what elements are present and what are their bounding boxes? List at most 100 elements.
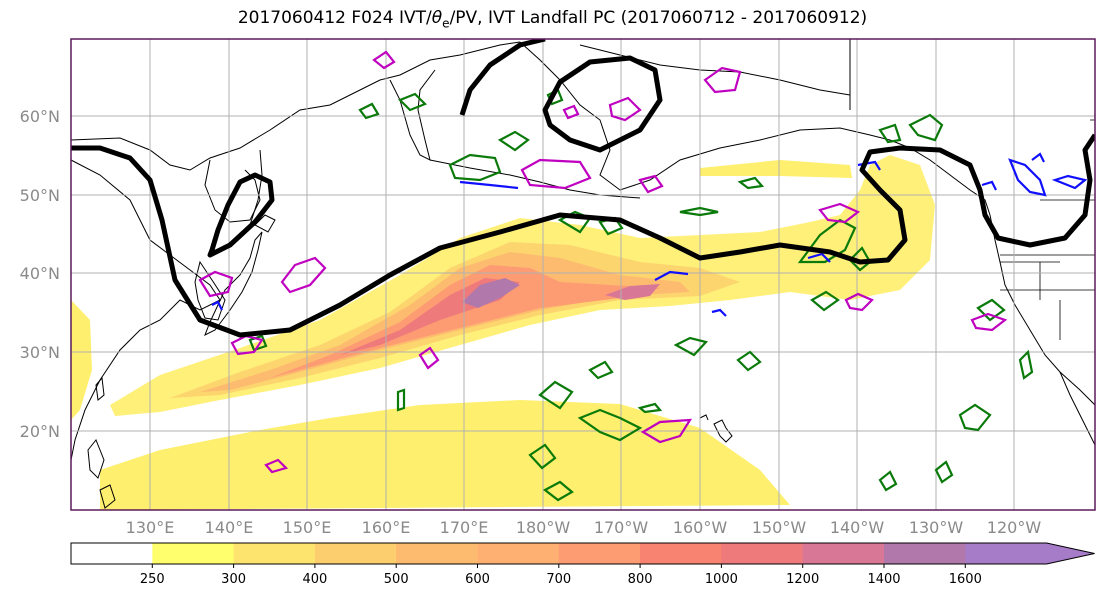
pv-contours — [71, 39, 1095, 338]
lon-label-160w: 160°W — [673, 518, 728, 537]
lat-label-50: 50°N — [20, 186, 60, 205]
ivt-fill-north-patch — [700, 160, 852, 178]
colorbar-segment — [314, 543, 397, 564]
colorbar-segment — [558, 543, 641, 564]
pc-contour-magenta — [520, 158, 592, 190]
theta-e-contour — [673, 336, 709, 357]
coast-japan-hokkaido — [254, 214, 276, 233]
theta-e-contour — [637, 402, 663, 414]
theta-e-contour — [396, 388, 406, 412]
theta-e-contour — [542, 480, 574, 502]
pc-contour-magenta — [638, 174, 664, 194]
pc-contour-magenta — [608, 96, 642, 122]
colorbar-segment — [640, 543, 722, 564]
pc-contour-blue — [711, 308, 727, 317]
colorbar-segments — [70, 542, 1095, 565]
coast-baja — [1059, 371, 1095, 446]
theta-e-contour — [976, 298, 1006, 322]
lat-labels: 60°N 50°N 40°N 30°N 20°N — [20, 107, 60, 441]
pc-contour-magenta — [970, 312, 1008, 332]
theta-e-contour — [1018, 349, 1034, 380]
lon-label-160e: 160°E — [362, 518, 411, 537]
theta-e-contour — [797, 218, 857, 264]
theta-e-contour — [497, 130, 530, 152]
colorbar-tick-label: 500 — [384, 572, 409, 587]
theta-e-contour — [679, 206, 719, 217]
lon-label-170w: 170°W — [594, 518, 649, 537]
colorbar-tick-label: 700 — [546, 572, 571, 587]
theta-e-contour — [358, 102, 380, 120]
colorbar-tick-label: 250 — [140, 572, 165, 587]
ivt-fill-west-patch — [71, 300, 92, 420]
lon-label-150e: 150°E — [283, 518, 332, 537]
colorbar-segment — [233, 543, 316, 564]
pc-positive-contours — [198, 50, 1008, 474]
pc-contour-magenta — [562, 104, 580, 120]
coast-hawaii — [699, 414, 733, 443]
colorbar-segment — [152, 543, 235, 564]
colorbar-tick-label: 1600 — [949, 572, 982, 587]
theta-e-contour — [248, 334, 268, 352]
pc-contour-magenta — [640, 418, 693, 444]
lat-label-30: 30°N — [20, 343, 60, 362]
pc-contour-magenta — [844, 292, 874, 312]
lat-label-40: 40°N — [20, 264, 60, 283]
lon-label-130w: 130°W — [909, 518, 964, 537]
pc-contour-magenta — [198, 270, 234, 298]
colorbar-segment — [721, 543, 804, 564]
lon-label-150w: 150°W — [752, 518, 807, 537]
pc-contour-blue — [981, 180, 997, 191]
pc-contour-magenta — [372, 50, 396, 70]
colorbar-tick-label: 800 — [628, 572, 653, 587]
colorbar-segment-extend — [965, 543, 1095, 564]
pc-contour-magenta — [703, 66, 742, 94]
pc-negative-contours — [211, 152, 1088, 317]
coast-japan — [204, 231, 263, 337]
ivt-fill — [71, 155, 935, 510]
pc-contour-magenta — [280, 256, 327, 294]
theta-e-contour — [528, 443, 557, 470]
pc-contour-magenta — [818, 202, 861, 224]
theta-e-contour — [577, 408, 643, 442]
pc-contour-magenta — [418, 346, 440, 370]
theta-e-contour — [934, 460, 954, 484]
colorbar: 250 300 400 500 600 700 800 1000 1200 1400 1600 — [70, 542, 1095, 587]
map-layers — [71, 39, 1095, 510]
pc-contour-blue — [459, 180, 519, 190]
ivt-fill-south-band — [100, 400, 790, 510]
lon-label-140e: 140°E — [205, 518, 254, 537]
colorbar-segment — [71, 543, 153, 564]
colorbar-segment — [802, 543, 885, 564]
pv-contour-main — [71, 133, 1095, 338]
coast-na-west — [989, 214, 1095, 406]
pc-contour-magenta — [264, 458, 289, 474]
coast-alaska — [519, 41, 991, 216]
colorbar-segment — [884, 543, 966, 564]
theta-e-contour — [878, 470, 898, 492]
colorbar-tick-label: 400 — [302, 572, 327, 587]
coast-taiwan — [95, 376, 105, 401]
pc-contour-blue — [1031, 152, 1045, 163]
map-title: 2017060412 F024 IVT/θe/PV, IVT Landfall … — [237, 8, 868, 31]
pc-contour-blue — [654, 270, 689, 281]
coastlines — [71, 39, 1095, 509]
ivt-fill-ar-600 — [270, 265, 660, 378]
admin-lines — [1000, 119, 1095, 340]
lon-label-170e: 170°E — [440, 518, 489, 537]
colorbar-tick-label: 300 — [221, 572, 246, 587]
lat-label-20: 20°N — [20, 422, 60, 441]
pv-contour-north-loop1 — [459, 39, 546, 116]
pc-contour-blue — [1008, 158, 1047, 197]
theta-e-contour — [958, 403, 992, 432]
theta-e-contour — [398, 92, 427, 112]
colorbar-segment — [396, 543, 478, 564]
theta-e-contour — [588, 360, 614, 380]
coast-sakhalin — [249, 149, 263, 226]
colorbar-outline — [70, 542, 1095, 565]
colorbar-tick-label: 1200 — [786, 572, 819, 587]
pv-contour-north-loop2 — [542, 55, 663, 153]
lon-labels: 130°E 140°E 150°E 160°E 170°E 180°W 170°… — [126, 518, 1042, 537]
theta-e-contours — [248, 88, 1034, 502]
pc-contour-magenta — [230, 334, 264, 356]
